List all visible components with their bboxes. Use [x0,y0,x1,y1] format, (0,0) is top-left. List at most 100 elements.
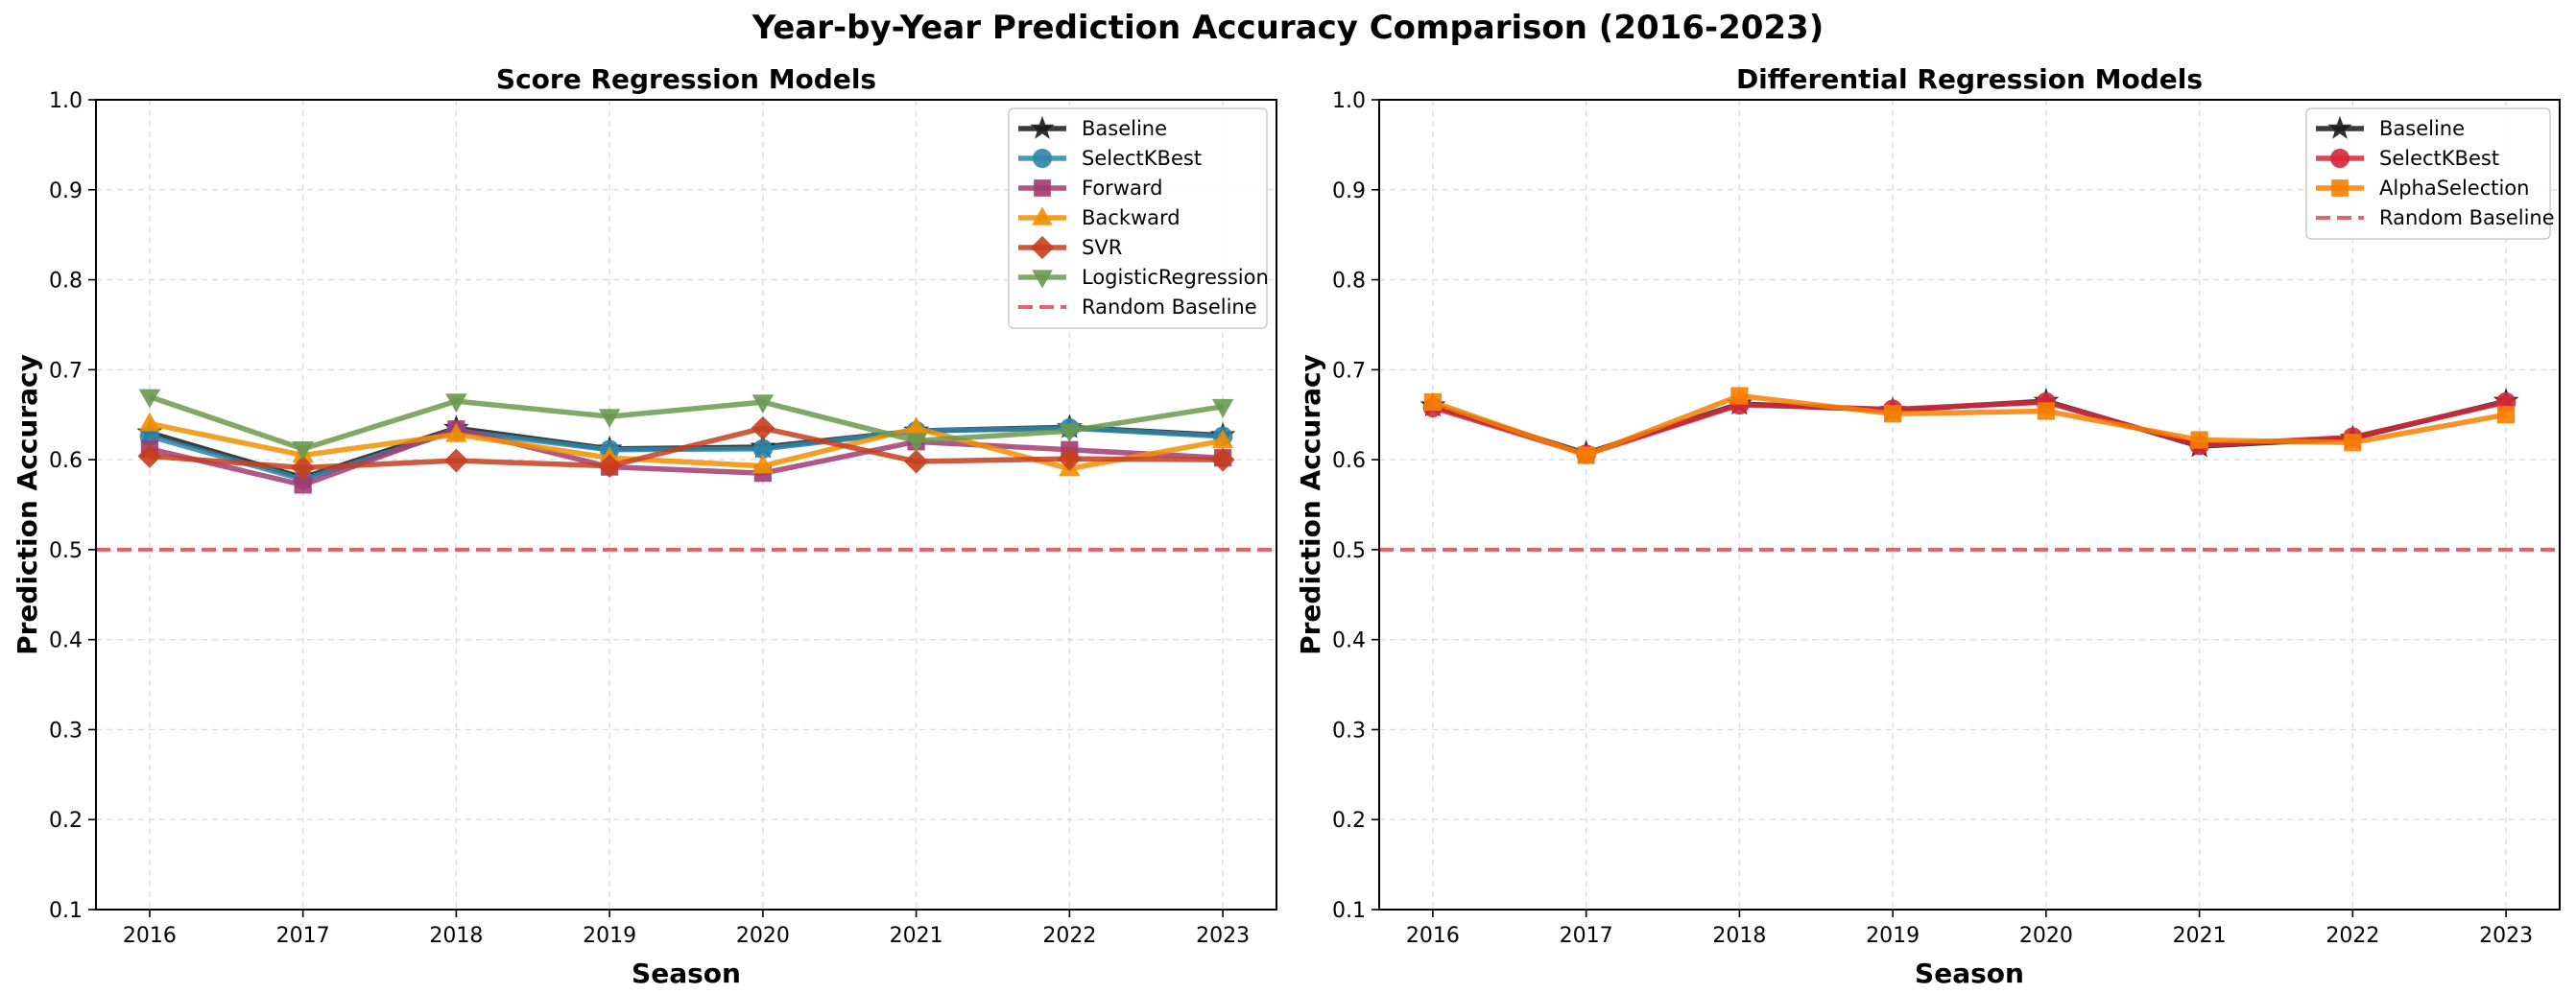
x-tick-label: 2021 [2173,924,2227,948]
y-tick-label: 0.1 [1332,899,1366,923]
data-point-logisticregression-2016 [138,389,161,409]
x-tick-label: 2019 [583,924,636,948]
legend-marker-forward [1034,179,1051,197]
legend-label-random-baseline: Random Baseline [2379,206,2555,229]
data-point-logisticregression-2020 [751,394,775,414]
y-axis-label: Prediction Accuracy [1295,354,1326,655]
legend-label-alphaselection: AlphaSelection [2379,177,2530,200]
data-point-backward-2020 [751,454,775,474]
chart-panel-1: 2016 2017 2018 2019 2020 2021 2022 2023 0.1 0.2 0.… [12,63,1277,989]
x-tick-label: 2017 [1560,924,1613,948]
y-tick-label: 0.8 [49,270,83,294]
chart-panel-2: 2016 2017 2018 2019 2020 2021 2022 2023 0.1 0.2 0.… [1295,63,2561,989]
y-tick-label: 0.4 [1332,629,1366,653]
legend-label-selectkbest: SelectKBest [1082,147,1202,170]
series-alphaselection [1423,387,2516,464]
legend-marker-alphaselection [2331,179,2349,197]
legend-label-backward: Backward [1082,206,1181,229]
axes-frame [1378,99,2561,911]
x-tick-label: 2022 [2326,924,2379,948]
series-line-logisticregression [149,393,1224,452]
y-tick-label: 0.9 [49,179,83,203]
y-tick-label: 0.5 [1332,539,1366,563]
x-tick-label: 2018 [429,924,483,948]
legend-marker-selectkbest [1033,149,1052,168]
legend-marker-backward [1032,206,1053,225]
legend-label-forward: Forward [1082,177,1162,200]
y-tick-label: 0.9 [1332,179,1366,203]
y-tick-label: 0.5 [49,539,83,563]
x-axis-label: Season [632,958,741,989]
y-tick-label: 0.8 [1332,270,1366,294]
legend-marker-logisticregression [1032,270,1053,289]
chart-title: Score Regression Models [496,63,876,95]
x-axis-label: Season [1915,958,2024,989]
data-point-alphaselection-2016 [1423,392,1443,412]
series-line-forward [149,426,1224,488]
chart-title: Differential Regression Models [1736,63,2203,95]
y-tick-label: 0.3 [1332,719,1366,743]
y-tick-label: 0.6 [49,449,83,473]
x-tick-label: 2020 [736,924,790,948]
series-svr [137,415,1235,481]
data-point-logisticregression-2023 [1211,398,1234,418]
y-tick-label: 0.6 [1332,449,1366,473]
series-line-alphaselection [1432,392,2507,459]
data-point-backward-2018 [445,422,467,442]
series-logisticregression [138,389,1234,461]
legend-label-logisticregression: LogisticRegression [1082,266,1269,289]
x-tick-label: 2017 [276,924,330,948]
data-point-svr-2020 [751,415,775,440]
x-tick-label: 2016 [1406,924,1460,948]
legend: Baseline SelectKBest Forward Backward SVR Log… [1008,107,1269,329]
x-tick-label: 2021 [890,924,943,948]
data-point-logisticregression-2018 [445,393,467,414]
y-tick-label: 0.2 [1332,809,1366,833]
legend-marker-svr [1030,235,1055,260]
data-point-logisticregression-2017 [292,440,314,461]
y-tick-label: 0.7 [49,359,83,383]
chart-panels: 2016 2017 2018 2019 2020 2021 2022 2023 0.1 0.2 0.… [12,63,2561,989]
data-point-svr-2017 [291,456,316,481]
legend-box [1008,107,1268,329]
legend-label-baseline: Baseline [1082,117,1167,140]
data-point-alphaselection-2019 [1884,405,1902,423]
data-point-alphaselection-2017 [1577,446,1595,464]
y-tick-label: 0.7 [1332,359,1366,383]
legend: Baseline SelectKBest AlphaSelection Random … [2305,107,2555,240]
legend-label-baseline: Baseline [2379,117,2465,140]
data-point-alphaselection-2023 [2496,406,2516,424]
data-point-svr-2018 [443,448,468,473]
data-point-logisticregression-2019 [598,409,621,429]
axes-frame [95,99,1277,911]
x-tick-label: 2022 [1042,924,1096,948]
data-point-logisticregression-2021 [905,433,927,453]
y-tick-label: 0.1 [49,899,83,923]
data-point-svr-2021 [904,449,929,474]
data-point-backward-2016 [138,412,161,432]
series-line-svr [149,425,1224,471]
data-point-svr-2016 [137,443,162,468]
series-line-backward [149,420,1224,472]
y-tick-label: 0.4 [49,629,83,653]
x-tick-label: 2020 [2019,924,2073,948]
y-tick-label: 0.2 [49,809,83,833]
data-point-svr-2022 [1057,446,1082,471]
y-tick-label: 1.0 [1332,89,1366,113]
data-point-svr-2019 [597,454,622,479]
data-point-logisticregression-2022 [1059,423,1081,443]
x-tick-label: 2018 [1712,924,1766,948]
y-tick-label: 1.0 [49,89,83,113]
y-tick-label: 0.3 [49,719,83,743]
data-point-backward-2023 [1211,429,1234,449]
legend-marker-baseline [1030,115,1055,139]
data-point-svr-2023 [1210,447,1235,472]
legend-label-selectkbest: SelectKBest [2379,147,2499,170]
data-point-alphaselection-2020 [2037,402,2055,420]
data-point-alphaselection-2022 [2344,434,2362,452]
x-tick-label: 2023 [2479,924,2533,948]
x-tick-label: 2023 [1196,924,1250,948]
data-point-alphaselection-2021 [2190,431,2208,449]
